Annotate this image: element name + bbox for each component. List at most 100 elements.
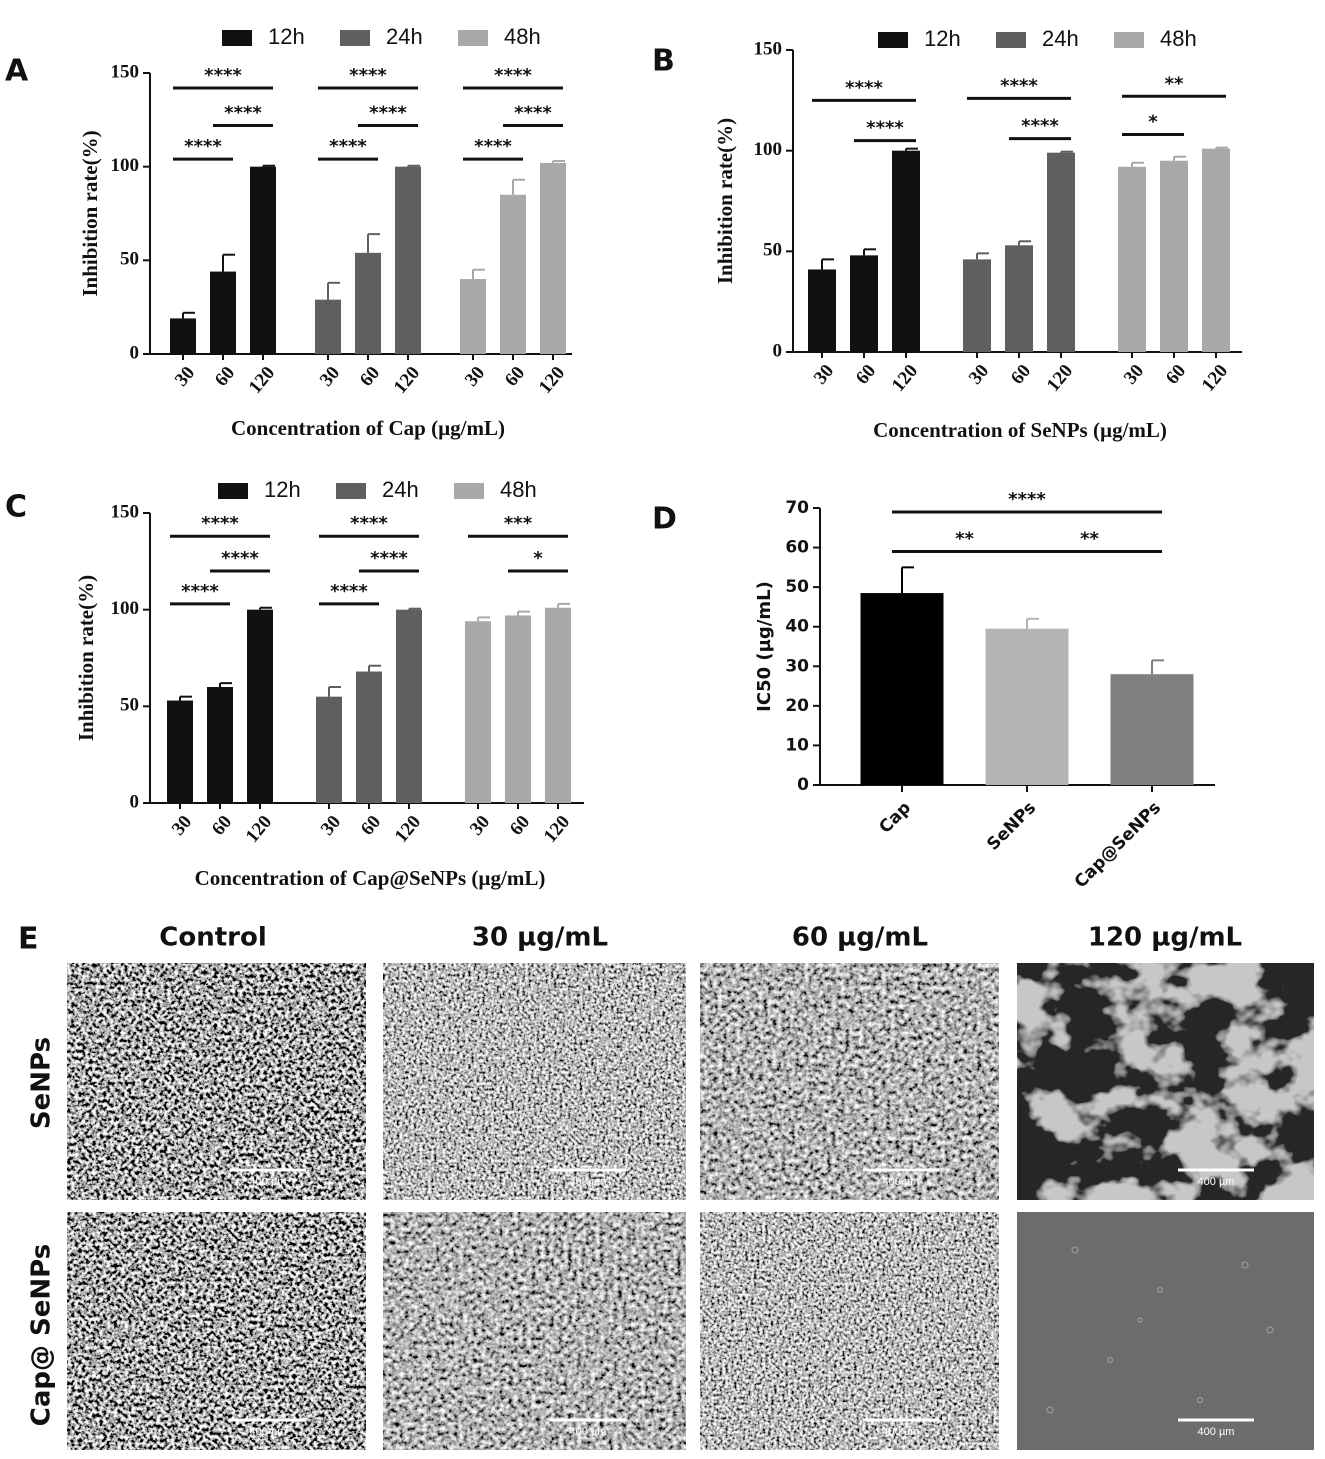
significance-label: ****	[201, 513, 239, 534]
y-tick-label: 0	[773, 340, 783, 361]
legend-label: 24h	[382, 477, 419, 502]
significance-label: ****	[845, 77, 883, 98]
bar	[460, 279, 486, 354]
bar	[395, 166, 421, 354]
column-label: Control	[159, 923, 266, 953]
y-tick-label: 50	[120, 249, 139, 270]
significance-label: **	[1165, 73, 1184, 94]
x-axis-label: Concentration of Cap@SeNPs (µg/mL)	[195, 866, 546, 890]
y-tick-label: 150	[111, 61, 140, 82]
micrograph	[700, 963, 999, 1200]
bar	[355, 252, 381, 354]
bar	[545, 607, 571, 803]
cell-debris	[1046, 1246, 1274, 1414]
panel-label: B	[652, 44, 675, 79]
row-label: SeNPs	[27, 1037, 57, 1129]
significance-label: ****	[866, 118, 904, 139]
bar	[210, 271, 236, 354]
bar	[963, 259, 991, 352]
significance-label: ****	[1008, 489, 1046, 510]
scale-bar-label: 400 µm	[1198, 1176, 1235, 1188]
significance-label: ****	[369, 102, 407, 123]
bar	[170, 318, 196, 354]
y-tick-label: 150	[111, 501, 140, 522]
y-tick-label: 0	[130, 791, 140, 812]
bar	[1005, 245, 1033, 352]
y-tick-label: 100	[111, 155, 140, 176]
legend-swatch	[340, 30, 370, 46]
y-axis-label: Inhibition rate(%)	[78, 130, 102, 296]
significance-label: ****	[474, 136, 512, 157]
bar	[1110, 674, 1194, 785]
micrograph	[1017, 963, 1314, 1200]
column-label: 30 µg/mL	[472, 923, 608, 953]
significance-label: ****	[1021, 116, 1059, 137]
significance-label: ****	[349, 65, 387, 86]
y-tick-label: 50	[120, 695, 139, 716]
micrograph-panel: E Control 30 µg/mL 60 µg/mL 120 µg/mL Se…	[18, 922, 1314, 1450]
significance-label: ****	[221, 548, 259, 569]
bar	[250, 166, 276, 354]
y-tick-label: 100	[111, 598, 140, 619]
y-tick-label: 60	[785, 538, 809, 558]
row-label: Cap@ SeNPs	[27, 1244, 57, 1426]
bar	[850, 255, 878, 352]
significance-label: ****	[350, 513, 388, 534]
legend-label: 24h	[1042, 26, 1079, 51]
legend-label: 48h	[500, 477, 537, 502]
legend-label: 12h	[924, 26, 961, 51]
bar	[860, 593, 944, 785]
bar	[316, 696, 342, 803]
bar	[808, 269, 836, 352]
legend-label: 12h	[264, 477, 301, 502]
legend-label: 24h	[386, 24, 423, 49]
bar	[1160, 160, 1188, 352]
bar	[396, 609, 422, 803]
y-axis-label: Inhibition rate(%)	[74, 575, 98, 741]
micrograph	[67, 963, 366, 1200]
legend-swatch	[336, 483, 366, 499]
panel-label: D	[652, 502, 677, 537]
legend-swatch	[218, 483, 248, 499]
y-tick-label: 20	[785, 696, 809, 716]
significance-label: ****	[181, 581, 219, 602]
legend-swatch	[454, 483, 484, 499]
significance-label: ***	[504, 513, 533, 534]
y-tick-label: 50	[785, 577, 809, 597]
bar	[505, 615, 531, 803]
legend-swatch	[1114, 32, 1144, 48]
significance-label: **	[1080, 529, 1099, 550]
significance-label: ****	[330, 581, 368, 602]
y-tick-label: 70	[785, 498, 809, 518]
scale-bar-label: 400 µm	[570, 1176, 607, 1188]
micrograph	[383, 1212, 686, 1450]
significance-label: ****	[224, 102, 262, 123]
significance-label: *	[533, 548, 543, 569]
bar	[1047, 152, 1075, 352]
y-tick-label: 50	[763, 240, 782, 261]
column-label: 60 µg/mL	[792, 923, 928, 953]
panel-label: E	[18, 922, 39, 957]
micrograph	[67, 1212, 366, 1450]
significance-label: ****	[329, 136, 367, 157]
y-tick-label: 0	[797, 775, 809, 795]
bar	[500, 194, 526, 354]
y-tick-label: 0	[130, 342, 140, 363]
scale-bar-label: 400 µm	[570, 1426, 607, 1438]
bar	[207, 687, 233, 803]
legend-swatch	[222, 30, 252, 46]
scale-bar-label: 400 µm	[250, 1426, 287, 1438]
bar	[356, 671, 382, 803]
micrograph	[700, 1212, 999, 1450]
significance-label: ****	[370, 548, 408, 569]
bar	[247, 609, 273, 803]
scale-bar-label: 400 µm	[883, 1176, 920, 1188]
y-tick-label: 100	[754, 139, 783, 160]
x-axis-label: Concentration of Cap (µg/mL)	[231, 416, 505, 440]
column-label: 120 µg/mL	[1088, 923, 1242, 953]
micrograph	[383, 963, 686, 1200]
legend-label: 48h	[504, 24, 541, 49]
micrograph	[1017, 1212, 1314, 1450]
significance-label: *	[1148, 112, 1158, 133]
